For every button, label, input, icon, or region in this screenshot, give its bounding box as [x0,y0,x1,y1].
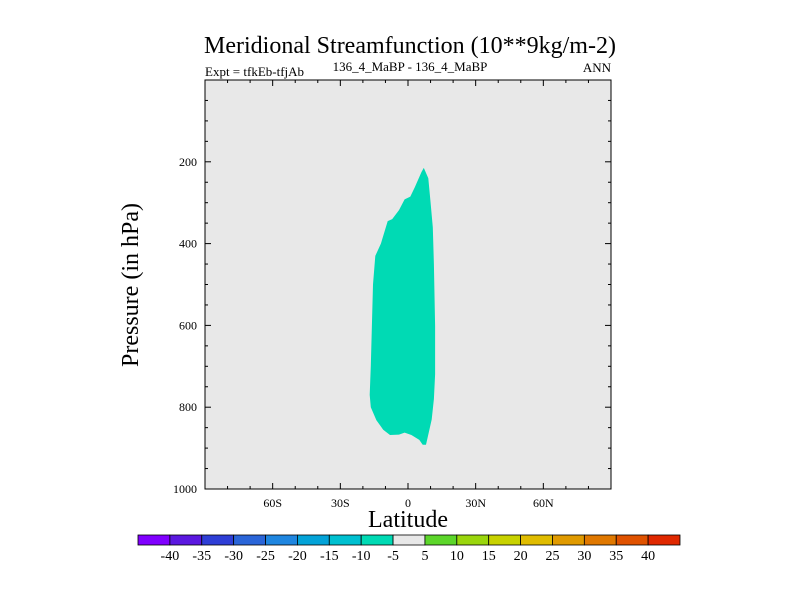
colorbar-swatch [328,534,362,546]
colorbar-label: -20 [288,549,307,564]
colorbar-label: 30 [577,549,591,564]
colorbar-label: 20 [514,549,528,564]
colorbar-label: 35 [609,549,623,564]
colorbar-swatch [615,534,649,546]
colorbar-swatch [424,534,458,546]
colorbar-swatch [392,534,426,546]
colorbar-swatch [265,534,298,546]
x-axis-title: Latitude [368,507,448,533]
colorbar-label: -25 [256,549,275,564]
y-axis-ticks: 200 400 600 800 1000 [173,79,611,496]
colorbar-label: 40 [641,549,655,564]
colorbar-swatch [520,534,553,546]
colorbar-swatch [137,534,171,546]
y-axis-title: Pressure (in hPa) [118,203,144,367]
colorbar-swatch [647,534,681,546]
colorbar-swatch [297,534,330,546]
x-tick-label: 0 [405,496,411,510]
colorbar-label: -5 [387,549,399,564]
colorbar-swatch [583,534,617,546]
colorbar-swatch [169,534,203,546]
y-tick-label: 400 [179,237,197,251]
experiment-label: Expt = tfkEb-tfjAb [205,64,304,79]
x-tick-label: 60S [263,496,282,510]
colorbar-swatch [233,534,266,546]
colorbar-labels: -40 -35 -30 -25 -20 -15 -10 -5 5 10 15 20 25 30 35 40 [161,549,656,564]
x-tick-label: 30S [331,496,350,510]
season-label: ANN [583,60,612,75]
colorbar-swatch [488,534,521,546]
colorbar [137,534,681,546]
x-tick-label: 30N [465,496,486,510]
contour-filled-region [369,167,436,445]
colorbar-label: -35 [192,549,211,564]
colorbar-label: -10 [352,549,371,564]
colorbar-swatch [456,534,490,546]
x-axis-ticks: 60S 30S 0 30N 60N [204,80,612,510]
y-tick-label: 1000 [173,482,197,496]
colorbar-label: -15 [320,549,339,564]
colorbar-label: 25 [545,549,559,564]
chart-title: Meridional Streamfunction (10**9kg/m-2) [204,33,616,59]
y-tick-label: 200 [179,155,197,169]
x-tick-label: 60N [533,496,554,510]
colorbar-label: -30 [224,549,243,564]
colorbar-swatch [201,534,235,546]
colorbar-swatch [552,534,585,546]
y-tick-label: 600 [179,318,197,332]
colorbar-label: 10 [450,549,464,564]
case-label: 136_4_MaBP - 136_4_MaBP [333,59,488,74]
colorbar-label: -40 [161,549,180,564]
colorbar-swatch [360,534,394,546]
colorbar-label: 15 [482,549,496,564]
colorbar-label: 5 [421,549,428,564]
y-tick-label: 800 [179,400,197,414]
